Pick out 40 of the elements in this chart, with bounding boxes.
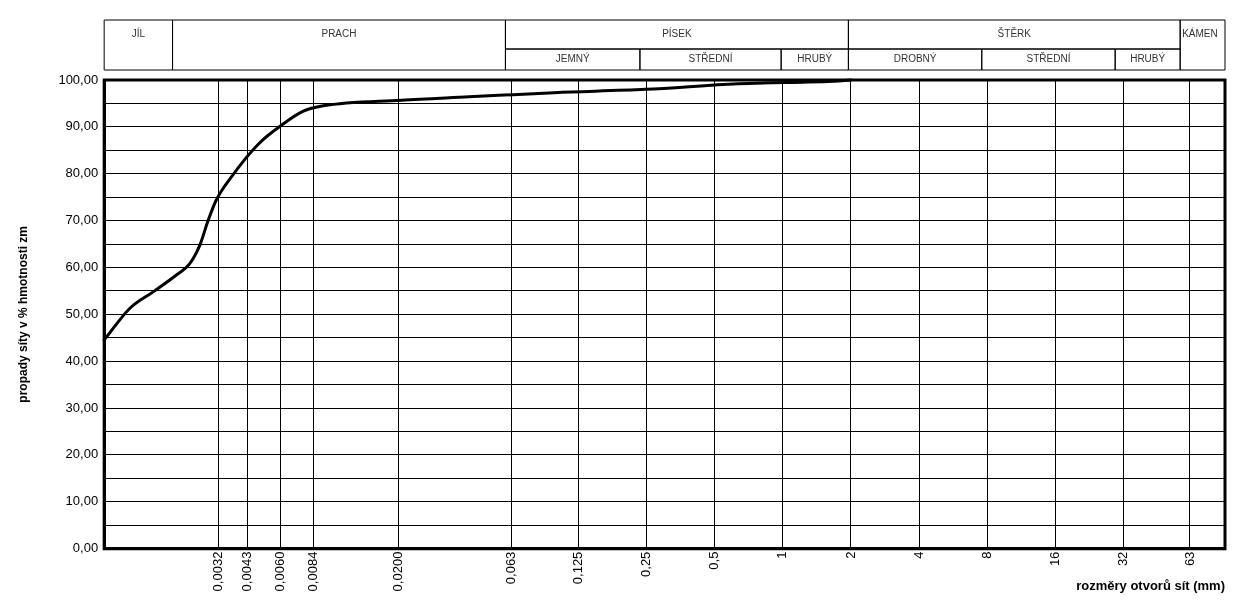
text: DROBNÝ <box>893 52 937 65</box>
y-tick-label: 20,00 <box>65 446 99 462</box>
y-tick-label: 50,00 <box>65 305 99 321</box>
y-tick-label: 0,00 <box>72 540 99 556</box>
y-tick-label: 60,00 <box>65 259 99 275</box>
text: PÍSEK <box>662 27 692 40</box>
text: KÁMEN <box>1182 27 1218 40</box>
y-axis-title: propady síty v % hmotnosti zm <box>15 225 30 403</box>
y-tick-label: 100,00 <box>58 71 99 87</box>
x-tick-label: 0,0200 <box>390 551 406 592</box>
text: JEMNÝ <box>555 52 590 65</box>
x-tick-label: 0,5 <box>706 551 722 570</box>
y-tick-label: 30,00 <box>65 399 99 415</box>
text: ŠTĚRK <box>997 27 1032 40</box>
text: HRUBÝ <box>1130 52 1166 65</box>
x-tick-label: 0,0032 <box>210 551 226 592</box>
x-tick-label: 0,0060 <box>271 551 287 592</box>
text: PRACH <box>321 28 357 40</box>
x-tick-label: 63 <box>1181 551 1197 567</box>
x-tick-label: 1 <box>774 551 790 559</box>
y-tick-label: 10,00 <box>65 493 99 509</box>
y-tick-label: 40,00 <box>65 352 99 368</box>
x-tick-label: 32 <box>1114 551 1130 567</box>
x-tick-label: 0,063 <box>502 551 518 585</box>
text: JÍL <box>131 27 146 40</box>
x-tick-label: 0,125 <box>570 551 586 585</box>
x-tick-label: 4 <box>910 551 926 559</box>
x-tick-label: 0,25 <box>638 551 654 577</box>
x-tick-label: 2 <box>842 551 858 559</box>
text: HRUBÝ <box>797 52 833 65</box>
y-tick-label: 70,00 <box>65 212 99 228</box>
y-tick-label: 90,00 <box>65 118 99 134</box>
x-tick-label: 0,0043 <box>239 551 255 592</box>
y-tick-label: 80,00 <box>65 165 99 181</box>
text: STŘEDNÍ <box>688 52 733 65</box>
x-tick-label: 0,0084 <box>304 551 320 592</box>
x-tick-label: 16 <box>1046 551 1062 567</box>
x-tick-label: 8 <box>978 551 994 559</box>
x-axis-title: rozměry otvorů sít (mm) <box>1076 577 1225 593</box>
text: STŘEDNÍ <box>1026 52 1071 65</box>
